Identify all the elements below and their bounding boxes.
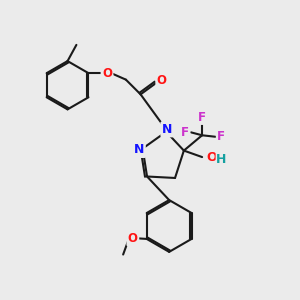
Text: O: O	[157, 74, 167, 87]
Text: F: F	[198, 110, 206, 124]
Text: O: O	[102, 67, 112, 80]
Text: N: N	[162, 123, 172, 136]
Text: N: N	[134, 143, 144, 157]
Text: O: O	[206, 151, 217, 164]
Text: F: F	[217, 130, 225, 143]
Text: F: F	[181, 126, 189, 139]
Text: H: H	[216, 153, 226, 166]
Text: O: O	[128, 232, 138, 245]
